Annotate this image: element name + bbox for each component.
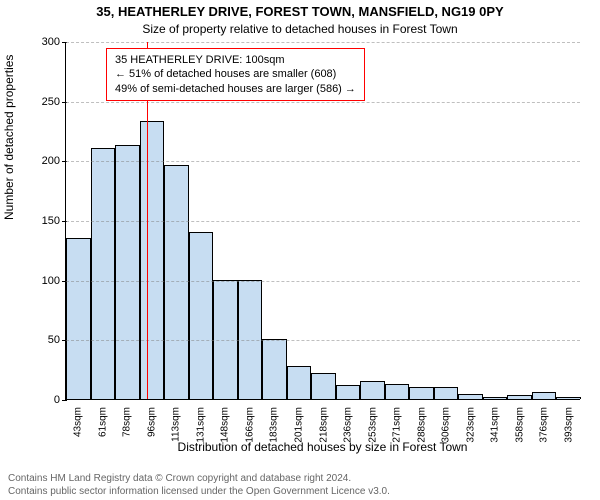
histogram-bar <box>434 387 459 399</box>
histogram-bar <box>409 387 434 399</box>
histogram-bar <box>458 394 483 399</box>
annotation-line: 35 HEATHERLEY DRIVE: 100sqm <box>115 53 356 67</box>
annotation-box: 35 HEATHERLEY DRIVE: 100sqm← 51% of deta… <box>106 48 365 101</box>
y-axis-label: Number of detached properties <box>2 55 16 220</box>
y-tick: 250 <box>42 96 66 108</box>
histogram-bar <box>115 145 140 399</box>
x-tick: 148sqm <box>220 403 231 443</box>
y-tick: 0 <box>54 394 66 406</box>
y-tick: 100 <box>42 275 66 287</box>
histogram-bar <box>213 280 238 399</box>
gridline <box>66 42 580 43</box>
x-tick: 341sqm <box>490 403 501 443</box>
histogram-bar <box>385 384 410 400</box>
y-tick: 300 <box>42 36 66 48</box>
x-tick: 323sqm <box>465 403 476 443</box>
x-tick: 166sqm <box>244 403 255 443</box>
annotation-line: ← 51% of detached houses are smaller (60… <box>115 67 356 81</box>
histogram-bar <box>91 148 116 399</box>
gridline <box>66 340 580 341</box>
histogram-bar <box>262 339 287 399</box>
histogram-bar <box>360 381 385 399</box>
x-tick: 288sqm <box>416 403 427 443</box>
plot-area: 05010015020025030043sqm61sqm78sqm96sqm11… <box>65 42 580 400</box>
y-tick: 50 <box>48 334 66 346</box>
footer-line1: Contains HM Land Registry data © Crown c… <box>8 473 592 486</box>
footer-line2: Contains public sector information licen… <box>8 486 592 499</box>
histogram-bar <box>238 280 263 399</box>
y-tick: 150 <box>42 215 66 227</box>
x-tick: 61sqm <box>97 403 108 437</box>
histogram-bar <box>556 397 581 399</box>
x-tick: 218sqm <box>318 403 329 443</box>
histogram-bar <box>507 395 532 399</box>
x-axis-label: Distribution of detached houses by size … <box>65 440 580 454</box>
x-tick: 131sqm <box>195 403 206 443</box>
footer-attribution: Contains HM Land Registry data © Crown c… <box>8 473 592 498</box>
x-tick: 271sqm <box>392 403 403 443</box>
chart-container: 35, HEATHERLEY DRIVE, FOREST TOWN, MANSF… <box>0 0 600 500</box>
gridline <box>66 102 580 103</box>
x-tick: 306sqm <box>441 403 452 443</box>
annotation-line: 49% of semi-detached houses are larger (… <box>115 82 356 96</box>
gridline <box>66 221 580 222</box>
histogram-bar <box>140 121 165 399</box>
histogram-bar <box>189 232 214 399</box>
x-tick: 201sqm <box>293 403 304 443</box>
histogram-bar <box>483 397 508 399</box>
histogram-bar <box>532 392 557 399</box>
x-tick: 183sqm <box>269 403 280 443</box>
x-tick: 96sqm <box>146 403 157 437</box>
x-tick: 113sqm <box>171 403 182 442</box>
chart-title-desc: Size of property relative to detached ho… <box>0 22 600 36</box>
x-tick: 78sqm <box>122 403 133 437</box>
histogram-bar <box>66 238 91 399</box>
gridline <box>66 281 580 282</box>
x-tick: 253sqm <box>367 403 378 443</box>
histogram-bar <box>311 373 336 399</box>
x-tick: 376sqm <box>539 403 550 443</box>
x-tick: 43sqm <box>73 403 84 437</box>
gridline <box>66 161 580 162</box>
y-tick: 200 <box>42 155 66 167</box>
x-tick: 393sqm <box>563 403 574 443</box>
histogram-bar <box>287 366 312 399</box>
x-tick: 236sqm <box>343 403 354 443</box>
chart-title-address: 35, HEATHERLEY DRIVE, FOREST TOWN, MANSF… <box>0 4 600 19</box>
histogram-bar <box>164 165 189 399</box>
x-tick: 358sqm <box>514 403 525 443</box>
histogram-bar <box>336 385 361 399</box>
